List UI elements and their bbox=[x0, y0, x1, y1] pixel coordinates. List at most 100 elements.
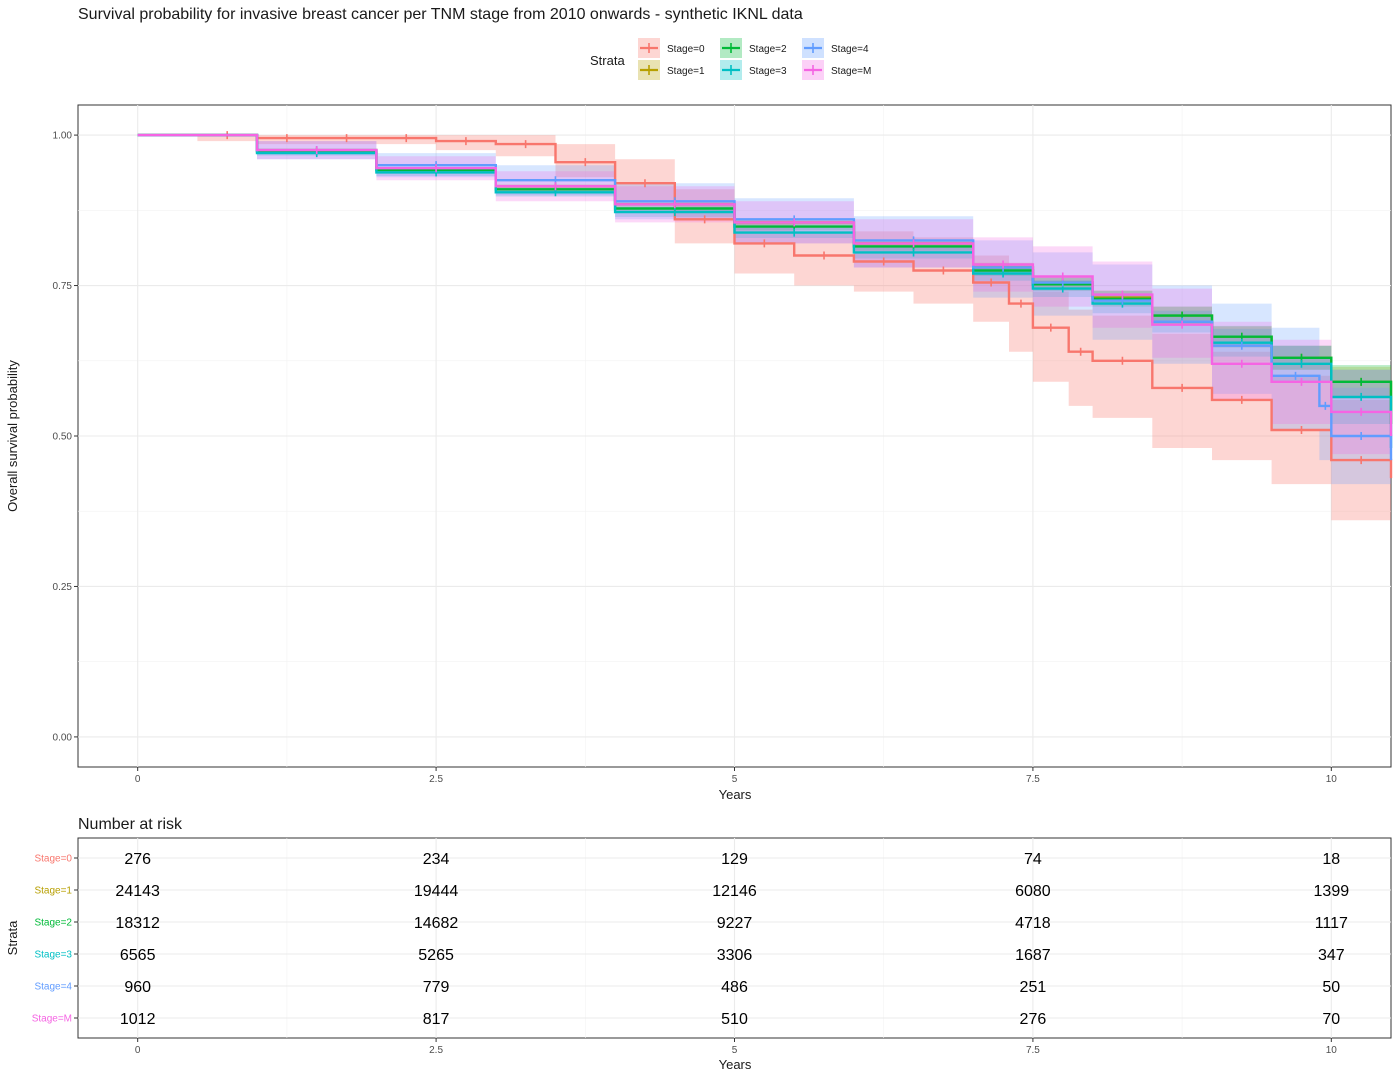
risk-cell: 12146 bbox=[712, 883, 757, 900]
x-tick-label: 2.5 bbox=[429, 774, 443, 785]
censor-mark bbox=[760, 239, 769, 248]
chart-title: Survival probability for invasive breast… bbox=[78, 6, 803, 23]
ci-band-stage-m bbox=[137, 135, 1392, 479]
legend-label: Stage=2 bbox=[749, 44, 787, 55]
ci-band-stage-3 bbox=[137, 135, 1392, 479]
main-axis-ticks: 0 2.5 5 7.5 10 0.00 0.25 0.50 0.75 1.00 bbox=[53, 131, 1338, 785]
risk-y-axis-label: Strata bbox=[5, 920, 20, 955]
legend: Strata Stage=0 Stage=1 Stage=2 Stage=3 Stage… bbox=[590, 38, 871, 80]
censor-mark bbox=[1291, 371, 1300, 380]
risk-cell: 74 bbox=[1024, 851, 1042, 868]
risk-table-grid bbox=[78, 838, 1391, 1038]
risk-cell: 6080 bbox=[1015, 883, 1051, 900]
risk-row-label: Stage=4 bbox=[34, 982, 72, 993]
y-tick-label: 0.75 bbox=[53, 281, 73, 292]
risk-cell: 486 bbox=[721, 979, 748, 996]
legend-label: Stage=M bbox=[831, 66, 871, 77]
risk-x-tick-label: 2.5 bbox=[429, 1045, 443, 1056]
risk-x-tick-label: 10 bbox=[1326, 1045, 1338, 1056]
risk-cell: 276 bbox=[1020, 1011, 1047, 1028]
risk-cell: 50 bbox=[1322, 979, 1340, 996]
censor-mark bbox=[1178, 320, 1187, 329]
risk-row-label: Stage=1 bbox=[34, 886, 72, 897]
risk-cell: 129 bbox=[721, 851, 748, 868]
x-tick-label: 0 bbox=[135, 774, 141, 785]
censor-mark bbox=[461, 137, 470, 146]
x-tick-label: 5 bbox=[732, 774, 738, 785]
risk-cell: 779 bbox=[423, 979, 450, 996]
y-tick-label: 0.25 bbox=[53, 582, 73, 593]
risk-table-title: Number at risk bbox=[78, 816, 183, 833]
censor-mark bbox=[790, 218, 799, 227]
censor-mark bbox=[909, 248, 918, 257]
risk-cell: 70 bbox=[1322, 1011, 1340, 1028]
risk-cell: 960 bbox=[124, 979, 151, 996]
y-tick-label: 1.00 bbox=[53, 131, 73, 142]
risk-cell: 510 bbox=[721, 1011, 748, 1028]
censor-mark bbox=[640, 179, 649, 188]
censor-mark bbox=[1297, 425, 1306, 434]
censor-mark bbox=[1237, 395, 1246, 404]
y-axis-label: Overall survival probability bbox=[5, 360, 20, 512]
confidence-bands bbox=[137, 135, 1392, 545]
risk-cell: 1687 bbox=[1015, 947, 1051, 964]
censor-mark bbox=[987, 278, 996, 287]
risk-cell: 4718 bbox=[1015, 915, 1051, 932]
censor-mark bbox=[1076, 347, 1085, 356]
y-tick-label: 0.00 bbox=[53, 732, 73, 743]
censor-mark bbox=[1321, 401, 1330, 410]
censor-mark bbox=[1118, 356, 1127, 365]
censor-mark bbox=[551, 182, 560, 191]
risk-cell: 1012 bbox=[120, 1011, 156, 1028]
censor-mark bbox=[879, 257, 888, 266]
risk-cell: 9227 bbox=[717, 915, 753, 932]
x-axis-label: Years bbox=[719, 787, 752, 802]
risk-cell: 6565 bbox=[120, 947, 156, 964]
censor-mark bbox=[1357, 407, 1366, 416]
risk-cell: 19444 bbox=[414, 883, 459, 900]
risk-cell: 18 bbox=[1322, 851, 1340, 868]
risk-cell: 1399 bbox=[1314, 883, 1350, 900]
censor-mark bbox=[909, 239, 918, 248]
censor-mark bbox=[999, 260, 1008, 269]
risk-cell: 5265 bbox=[418, 947, 454, 964]
censor-mark bbox=[670, 208, 679, 217]
risk-x-tick-label: 0 bbox=[135, 1045, 141, 1056]
risk-cell: 24143 bbox=[115, 883, 160, 900]
censor-mark bbox=[1178, 383, 1187, 392]
legend-title: Strata bbox=[590, 53, 625, 68]
main-grid bbox=[78, 105, 1391, 767]
censor-mark bbox=[312, 146, 321, 155]
risk-cell: 14682 bbox=[414, 915, 459, 932]
censor-mark bbox=[790, 228, 799, 237]
censor-mark bbox=[1357, 432, 1366, 440]
risk-cell: 817 bbox=[423, 1011, 450, 1028]
censor-mark bbox=[432, 164, 441, 173]
ci-band-stage-0 bbox=[137, 135, 1392, 545]
risk-cell: 276 bbox=[124, 851, 151, 868]
risk-cell: 1117 bbox=[1315, 915, 1348, 932]
censor-mark bbox=[1237, 359, 1246, 368]
censor-mark bbox=[342, 134, 351, 143]
risk-cell: 251 bbox=[1020, 979, 1047, 996]
censor-mark bbox=[1297, 377, 1306, 386]
risk-row-label: Stage=M bbox=[32, 1014, 72, 1025]
censor-mark bbox=[670, 200, 679, 209]
censor-mark bbox=[939, 266, 948, 275]
censor-mark bbox=[402, 134, 411, 143]
risk-row-label: Stage=0 bbox=[34, 854, 72, 865]
censor-mark bbox=[1058, 272, 1067, 281]
censor-mark bbox=[1046, 323, 1055, 332]
legend-label: Stage=1 bbox=[667, 66, 705, 77]
x-tick-label: 7.5 bbox=[1026, 774, 1040, 785]
survival-lines bbox=[137, 131, 1393, 479]
x-tick-label: 10 bbox=[1326, 774, 1338, 785]
risk-cell: 3306 bbox=[717, 947, 753, 964]
censor-mark bbox=[1357, 456, 1366, 465]
censor-mark bbox=[1297, 359, 1306, 368]
censor-mark bbox=[1118, 290, 1127, 299]
legend-label: Stage=0 bbox=[667, 44, 705, 55]
y-tick-label: 0.50 bbox=[53, 432, 73, 443]
censor-mark bbox=[1237, 341, 1246, 350]
